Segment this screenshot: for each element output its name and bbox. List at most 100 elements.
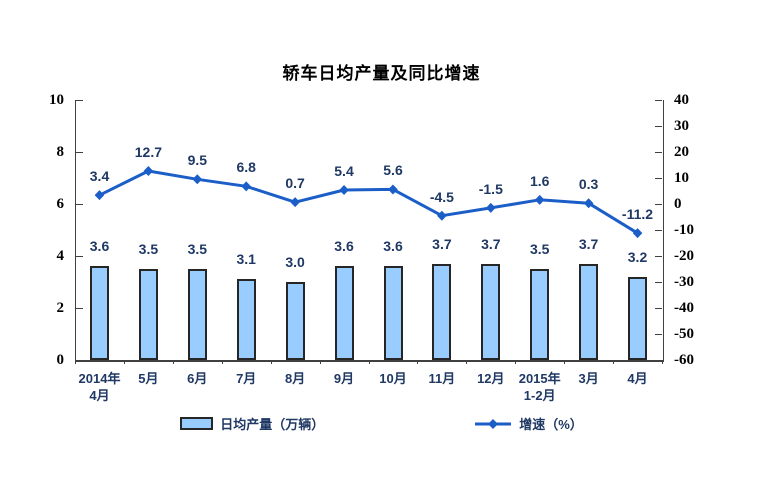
y-axis-right-tick-label: -50: [674, 326, 694, 342]
x-axis-tick: [270, 360, 272, 364]
x-axis-tick: [368, 360, 370, 364]
bar-value-label: 3.5: [138, 241, 159, 257]
line-value-label: 0.3: [578, 176, 599, 193]
line-value-label: 5.6: [383, 162, 403, 179]
x-axis-label-line: 3月: [578, 371, 599, 386]
bar: [138, 269, 158, 360]
x-axis-tick: [319, 360, 321, 364]
y-axis-right-tick-label: 30: [674, 118, 689, 134]
x-axis-label-line: 4月: [627, 371, 648, 386]
legend-growth-label: 增速（%）: [519, 417, 583, 432]
y-axis-left-tick-label: 10: [49, 92, 64, 108]
x-axis-label-line: 1-2月: [523, 388, 556, 403]
line-value-label: 6.8: [236, 159, 256, 176]
legend: 日均产量（万辆） 增速（%）: [0, 414, 763, 433]
y-axis-left-tick: [76, 308, 83, 309]
y-axis-left-tick-label: 0: [56, 352, 65, 368]
line-marker-icon: [290, 197, 300, 208]
x-axis-label-line: 10月: [379, 371, 407, 386]
bar-value-label: 3.7: [432, 235, 452, 252]
x-axis-tick: [123, 360, 125, 364]
bar-value-label: 3.0: [285, 254, 305, 270]
x-axis-label: 5月: [113, 370, 183, 387]
y-axis-right-tick: [655, 178, 662, 179]
y-axis-left-tick: [76, 152, 83, 153]
x-axis-label-line: 7月: [236, 371, 257, 386]
legend-item-growth: 增速（%）: [474, 414, 583, 433]
y-axis-left-tick: [76, 256, 83, 257]
x-axis-tick: [221, 360, 223, 364]
bar: [628, 276, 647, 360]
y-axis-left-tick: [76, 100, 83, 101]
x-axis-label: 10月: [358, 370, 428, 387]
bar: [579, 263, 599, 360]
line-marker-icon: [485, 202, 496, 213]
y-axis-right-tick: [655, 256, 662, 257]
y-axis-right-tick-label: -10: [674, 222, 694, 238]
y-axis-right-tick: [655, 360, 662, 361]
x-axis-label: 9月: [309, 370, 379, 387]
line-value-label: 1.6: [529, 172, 550, 189]
x-axis-label-line: 11月: [428, 371, 456, 386]
y-axis-right-tick: [655, 126, 662, 127]
y-axis-right-tick-label: 40: [674, 92, 689, 108]
x-axis-label: 7月: [211, 370, 281, 387]
growth-line: [98, 169, 639, 235]
line-value-label: 3.4: [89, 168, 110, 185]
y-axis-right-tick-label: 10: [674, 170, 689, 186]
line-marker-icon: [339, 184, 349, 195]
bar-value-label: 3.1: [236, 251, 256, 268]
x-axis-label: 4月: [603, 370, 673, 387]
bar: [481, 263, 501, 360]
x-axis-label-line: 5月: [138, 371, 159, 386]
line-value-label: -4.5: [429, 188, 454, 205]
y-axis-right-tick-label: 0: [674, 196, 682, 212]
x-axis-label-line: 4月: [89, 388, 110, 403]
y-axis-right-tick-label: -20: [674, 248, 694, 264]
line-value-label: 9.5: [187, 152, 208, 169]
x-axis-tick: [515, 360, 517, 364]
x-axis-tick: [172, 360, 174, 364]
line-value-label: -11.2: [621, 206, 654, 223]
y-axis-left-tick-label: 4: [56, 248, 65, 264]
x-axis-label-line: 8月: [284, 371, 306, 386]
line-marker-icon: [534, 194, 545, 205]
line-marker-icon: [94, 190, 105, 201]
bar: [432, 263, 452, 360]
x-axis-tick: [466, 360, 468, 364]
x-axis-label: 2015年 1-2月: [505, 370, 575, 404]
y-axis-left-tick-label: 8: [56, 144, 65, 160]
bar: [334, 266, 354, 360]
legend-line-swatch-icon: [475, 418, 512, 429]
bar: [236, 279, 256, 360]
y-axis-right-tick-label: -30: [674, 274, 694, 290]
x-axis-label: 8月: [260, 370, 330, 387]
line-marker-icon: [632, 228, 643, 239]
y-axis-right-tick: [655, 308, 662, 309]
legend-production-label: 日均产量（万辆）: [220, 417, 325, 432]
legend-bar-swatch-icon: [180, 417, 214, 430]
bar: [530, 269, 550, 360]
bar: [285, 282, 305, 360]
y-axis-right-tick-label: -60: [674, 352, 694, 368]
y-axis-left-tick-label: 6: [56, 196, 65, 212]
line-marker-icon: [143, 165, 154, 176]
bar-value-label: 3.2: [627, 248, 648, 265]
bar-value-label: 3.7: [578, 235, 599, 252]
legend-item-production: 日均产量（万辆）: [180, 414, 324, 433]
line-value-label: -1.5: [478, 180, 503, 197]
x-axis-label-line: 9月: [333, 371, 355, 386]
line-marker-icon: [437, 210, 447, 221]
bar-value-label: 3.6: [383, 238, 403, 255]
x-axis-label: 6月: [162, 370, 232, 387]
x-axis-label-line: 2015年: [518, 371, 561, 386]
bar-value-label: 3.7: [481, 235, 501, 252]
y-axis-right-tick: [655, 230, 662, 231]
line-value-label: 0.7: [285, 175, 305, 192]
bar-value-label: 3.6: [89, 238, 110, 255]
bar-value-label: 3.6: [334, 238, 354, 255]
x-axis-tick: [564, 360, 566, 364]
x-axis-tick: [613, 360, 615, 364]
bar: [383, 266, 403, 360]
